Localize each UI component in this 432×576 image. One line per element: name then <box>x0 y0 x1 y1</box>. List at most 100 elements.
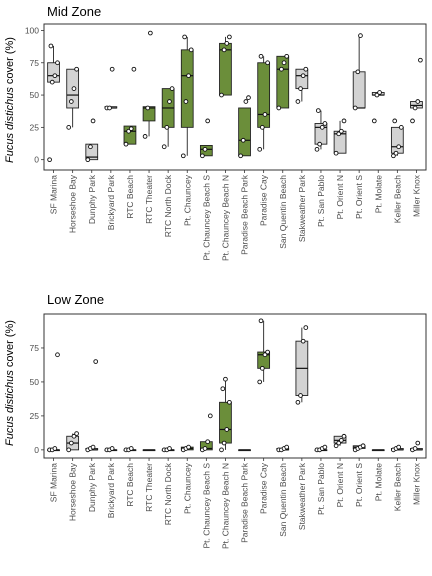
x-tick-label: Pt. Chauncey Beach N <box>220 463 230 549</box>
data-point <box>48 43 54 49</box>
box-16 <box>352 443 366 453</box>
data-point <box>396 444 402 450</box>
data-point <box>303 66 309 72</box>
x-tick-label: San Quentin Beach <box>278 463 288 537</box>
data-point <box>200 153 205 159</box>
box-17 <box>371 90 385 124</box>
box-3 <box>104 446 118 453</box>
box-iqr <box>180 49 194 128</box>
data-point <box>68 440 74 446</box>
data-point <box>74 431 79 436</box>
box-13 <box>295 66 309 104</box>
box-4 <box>123 446 137 453</box>
data-point <box>258 318 264 324</box>
data-point <box>180 153 186 159</box>
y-tick-label: 0 <box>34 445 39 455</box>
box-6 <box>161 86 175 150</box>
box-8 <box>199 413 213 453</box>
data-point <box>202 146 208 152</box>
x-tick-label: Horseshoe Bay <box>68 174 78 233</box>
box-0 <box>47 352 60 453</box>
y-tick-label: 75 <box>30 343 40 353</box>
box-1 <box>66 66 80 130</box>
data-point <box>220 386 226 392</box>
data-point <box>74 66 79 72</box>
data-point <box>295 399 301 405</box>
y-tick-label: 25 <box>30 411 40 421</box>
y-tick-label: 100 <box>25 25 39 35</box>
data-point <box>148 30 153 36</box>
data-point <box>205 118 211 124</box>
x-tick-label: Pt. Chauncey Beach N <box>220 175 230 261</box>
data-point <box>52 446 58 451</box>
box-iqr <box>47 62 60 83</box>
x-tick-label: RTC Theater <box>144 175 154 224</box>
data-point <box>259 125 265 130</box>
y-axis-label-species: Fucus distichus <box>4 87 16 163</box>
x-tick-label: Brickyard Park <box>106 462 116 518</box>
data-point <box>205 439 211 445</box>
x-tick-label: Dunphy Park <box>87 462 97 512</box>
box-8 <box>199 118 213 159</box>
box-iqr <box>390 126 404 154</box>
box-15 <box>333 433 347 449</box>
data-point <box>142 134 148 139</box>
data-point <box>93 359 99 364</box>
x-tick-label: Pt. Chauncey Beach S <box>201 463 211 549</box>
data-point <box>246 95 251 100</box>
data-point <box>415 99 421 104</box>
data-point <box>358 33 363 38</box>
data-point <box>227 34 232 40</box>
x-tick-label: Pt. Chauncey <box>182 174 192 226</box>
box-2 <box>85 359 99 453</box>
x-tick-label: Miller Knox <box>411 174 421 217</box>
data-point <box>295 99 301 104</box>
data-point <box>265 60 270 66</box>
data-point <box>258 53 264 59</box>
box-11 <box>257 53 271 152</box>
data-point <box>90 118 96 124</box>
data-point <box>352 105 358 111</box>
data-point <box>317 141 322 147</box>
data-point <box>303 325 309 330</box>
data-point <box>88 144 93 150</box>
x-tick-label: Paradise Cay <box>259 462 269 514</box>
data-point <box>333 443 339 449</box>
x-tick-label: SF Marina <box>49 463 59 502</box>
box-0 <box>47 43 60 163</box>
data-point <box>410 118 415 124</box>
x-tick-label: Pt. Chauncey Beach S <box>201 175 211 261</box>
data-point <box>131 66 137 72</box>
box-iqr <box>85 143 99 161</box>
data-point <box>145 105 151 111</box>
box-14 <box>314 444 328 453</box>
data-point <box>279 66 284 72</box>
x-tick-label: Horseshoe Bay <box>68 462 78 521</box>
data-point <box>257 146 263 152</box>
data-point <box>315 108 321 113</box>
x-tick-label: Stakweather Park <box>297 174 307 242</box>
box-iqr <box>295 68 309 90</box>
data-point <box>90 444 96 450</box>
data-point <box>355 69 361 75</box>
data-point <box>257 379 263 385</box>
box-13 <box>295 325 309 405</box>
panel-title-low: Low Zone <box>47 292 104 307</box>
box-3 <box>104 66 118 111</box>
data-point <box>298 393 303 398</box>
data-point <box>393 150 399 156</box>
data-point <box>339 437 344 443</box>
x-tick-label: Pt. Molate <box>373 463 383 502</box>
data-point <box>276 105 282 111</box>
data-point <box>322 121 328 126</box>
x-tick-label: RTC Beach <box>125 175 135 219</box>
y-tick-label: 50 <box>30 377 40 387</box>
data-point <box>128 126 134 132</box>
x-tick-label: Pt. Orient S <box>354 463 364 507</box>
box-6 <box>161 446 175 453</box>
data-point <box>284 444 290 450</box>
box-iqr <box>123 125 137 145</box>
panel-mid: 0 25 50 75 100 SF Marina Horseshoe Bay Dunphy P… <box>25 23 427 261</box>
data-point <box>221 47 227 53</box>
